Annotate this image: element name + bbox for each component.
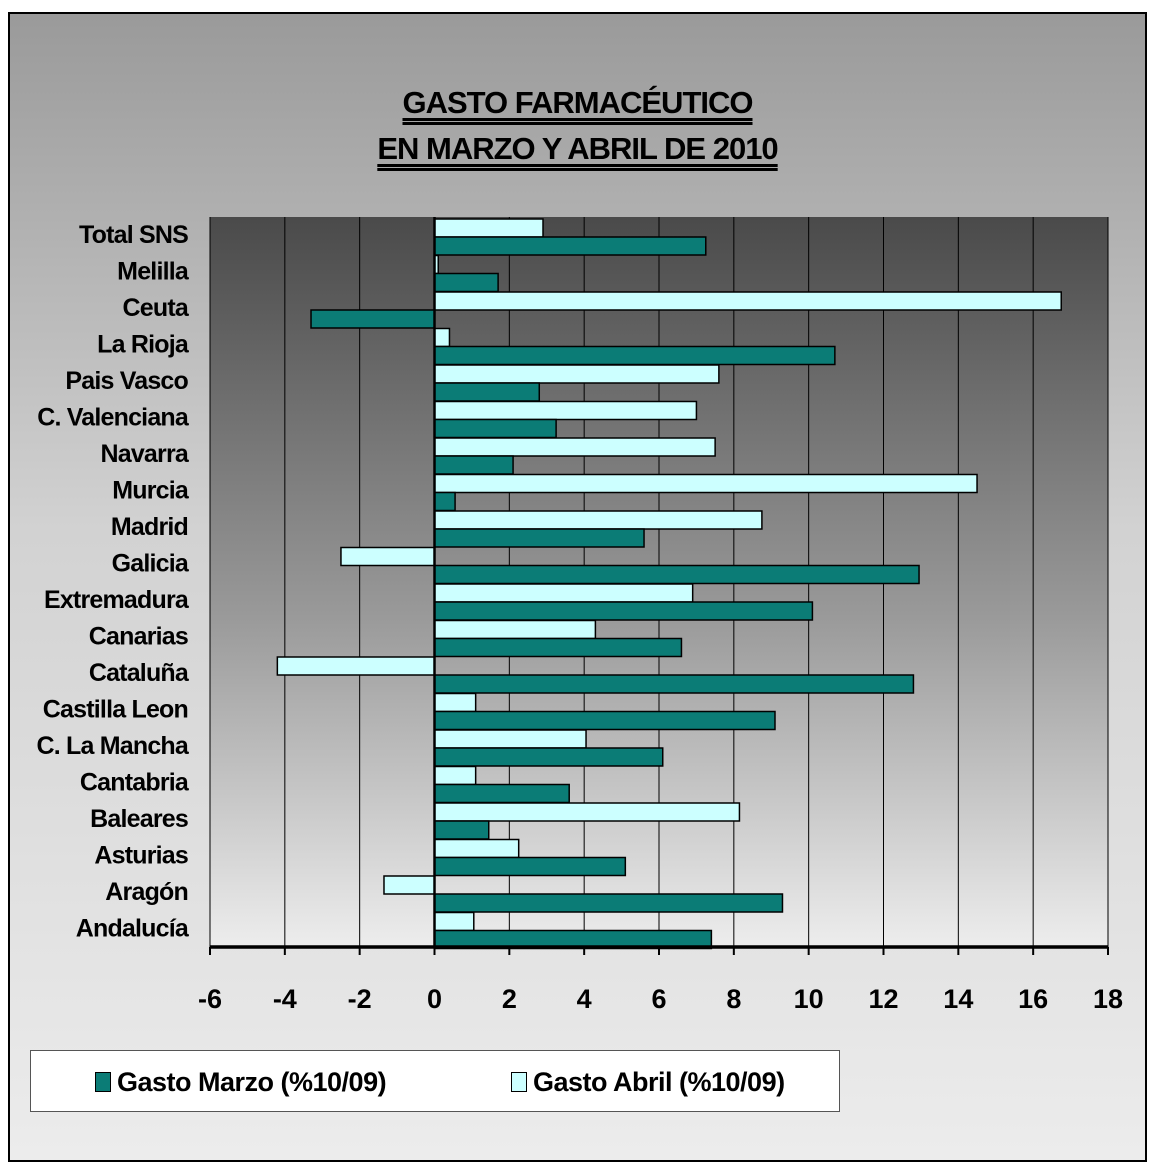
bar-marzo-0 (433, 236, 707, 256)
category-label: Aragón (105, 878, 188, 906)
category-label: Canarias (89, 623, 188, 651)
bars (276, 218, 1062, 950)
bar-abril-12 (276, 656, 436, 676)
title-line-2: EN MARZO Y ABRIL DE 2010 (377, 131, 778, 166)
bar-marzo-6 (433, 455, 514, 475)
legend-label-marzo: Gasto Marzo (%10/09) (117, 1066, 387, 1097)
bar-marzo-14 (433, 747, 664, 767)
category-label: Galicia (112, 550, 190, 578)
bar-abril-8 (433, 510, 763, 530)
bar-abril-11 (433, 619, 597, 640)
bar-marzo-11 (433, 637, 683, 658)
bar-abril-13 (433, 692, 477, 713)
bar-abril-9 (340, 546, 436, 567)
x-tick-label: -2 (348, 984, 372, 1014)
bar-marzo-16 (433, 820, 490, 840)
category-labels: Total SNS Melilla Ceuta La Rioja Pais Vasco C… (36, 221, 190, 943)
category-label: Extremadura (44, 586, 190, 614)
category-label: Andalucía (76, 915, 190, 943)
bar-abril-2 (433, 291, 1062, 311)
bar-marzo-2 (310, 309, 436, 329)
bar-abril-3 (433, 327, 451, 348)
category-label: La Rioja (97, 331, 190, 359)
bar-abril-17 (433, 838, 520, 859)
category-label: Murcia (112, 477, 190, 505)
x-tick-label: 6 (651, 984, 666, 1014)
category-label: Ceuta (123, 294, 190, 322)
bar-abril-5 (433, 400, 698, 421)
category-label: Madrid (111, 513, 188, 541)
category-label: Asturias (94, 842, 188, 870)
chart-title: GASTO FARMACÉUTICO EN MARZO Y ABRIL DE 2… (0, 80, 1155, 172)
x-tick-label: 10 (794, 984, 824, 1014)
bar-abril-15 (433, 765, 477, 786)
title-line-1: GASTO FARMACÉUTICO (402, 85, 754, 120)
x-tick-label: -6 (198, 984, 222, 1014)
x-tick-labels: -6 -4 -2 0 2 4 6 8 10 12 14 16 18 (198, 984, 1123, 1014)
x-tick-label: 4 (577, 984, 592, 1014)
category-label: Baleares (90, 805, 188, 833)
bar-marzo-18 (433, 893, 784, 913)
bar-marzo-8 (433, 528, 645, 548)
bar-abril-18 (383, 875, 436, 895)
bar-abril-19 (433, 911, 475, 932)
x-tick-label: 0 (427, 984, 442, 1014)
x-tick-label: 16 (1018, 984, 1048, 1014)
bar-abril-4 (433, 364, 720, 384)
category-label: Cataluña (89, 659, 190, 687)
bar-abril-14 (433, 729, 587, 749)
bar-marzo-12 (433, 674, 915, 694)
category-label: Pais Vasco (65, 367, 188, 395)
legend-swatch-abril (511, 1072, 527, 1092)
category-label: Navarra (100, 440, 189, 468)
x-tick-label: 8 (726, 984, 741, 1014)
x-tick-label: 2 (502, 984, 517, 1014)
bar-marzo-9 (433, 564, 920, 585)
bar-marzo-15 (433, 783, 570, 804)
x-tick-label: 12 (868, 984, 898, 1014)
legend-item-marzo: Gasto Marzo (%10/09) (95, 1065, 387, 1099)
x-tick-label: 14 (943, 984, 973, 1014)
bar-marzo-1 (433, 272, 499, 293)
bar-marzo-5 (433, 418, 557, 439)
bar-marzo-17 (433, 856, 627, 877)
category-label: C. La Mancha (36, 732, 189, 760)
x-tick-label: -4 (273, 984, 297, 1014)
legend-label-abril: Gasto Abril (%10/09) (533, 1066, 785, 1097)
category-label: C. Valenciana (37, 404, 190, 432)
bar-marzo-10 (433, 601, 814, 621)
bar-marzo-13 (433, 710, 776, 731)
bar-abril-0 (433, 218, 544, 238)
legend-item-abril: Gasto Abril (%10/09) (511, 1065, 785, 1099)
category-label: Melilla (117, 258, 190, 286)
legend: Gasto Marzo (%10/09) Gasto Abril (%10/09… (30, 1050, 840, 1112)
category-label: Total SNS (79, 221, 188, 249)
bar-marzo-4 (433, 382, 541, 402)
bar-abril-10 (433, 583, 694, 603)
category-label: Cantabria (80, 769, 190, 797)
bar-marzo-7 (433, 491, 456, 512)
axes (209, 217, 1109, 955)
legend-swatch-marzo (95, 1072, 111, 1092)
x-tick-label: 18 (1093, 984, 1123, 1014)
bar-marzo-3 (433, 345, 836, 366)
bar-abril-6 (433, 437, 716, 457)
bar-abril-16 (433, 802, 741, 822)
category-label: Castilla Leon (43, 696, 188, 724)
bar-abril-7 (433, 473, 978, 494)
